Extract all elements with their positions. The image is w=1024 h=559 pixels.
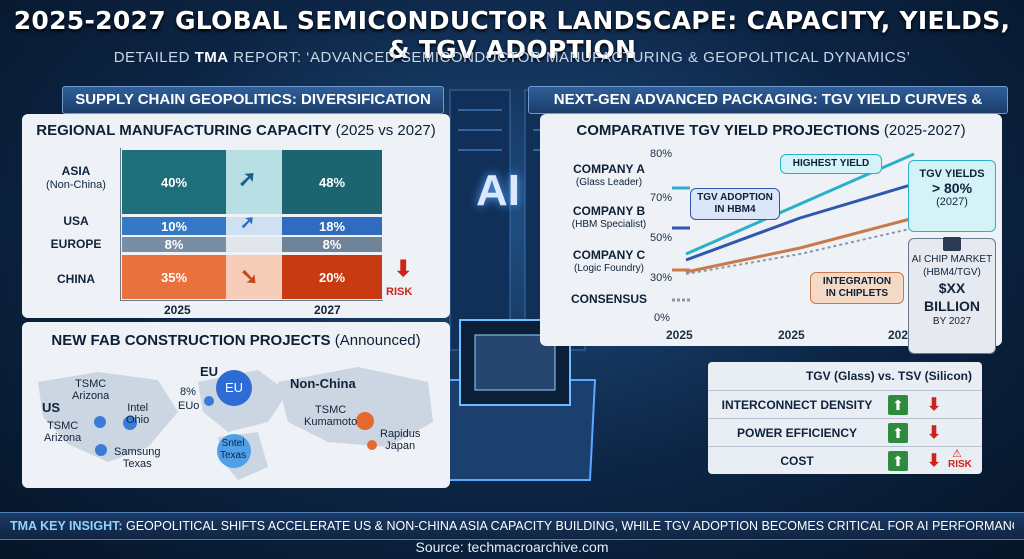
table-header: TGV (Glass) vs. TSV (Silicon) — [805, 369, 972, 383]
label-samsung-texas: Samsung Texas — [114, 446, 161, 470]
key-insight-text: GEOPOLITICAL SHIFTS ACCELERATE US & NON-… — [122, 519, 1014, 533]
label-tsmc-arizona-top: TSMC Arizona — [72, 378, 110, 402]
label-tsmc-arizona: TSMC Arizona — [44, 420, 82, 444]
down-arrow-icon: ⬇ — [926, 451, 942, 470]
y-tick: 0% — [654, 312, 670, 324]
cell-europe-2025: 8% — [122, 237, 226, 252]
label-tsmc-kumamoto: TSMC Kumamoto — [304, 404, 358, 428]
cell-usa-2027: 18% — [282, 217, 382, 235]
tsmc-kumamoto-marker — [356, 412, 374, 430]
year-2025-label: 2025 — [164, 303, 191, 317]
fab-card: NEW FAB CONSTRUCTION PROJECTS (Announced… — [22, 322, 450, 488]
risk-label: RISK — [948, 459, 972, 470]
callout-tgv-adoption: TGV ADOPTION IN HBM4 — [690, 188, 780, 220]
table-row: COST ⬆ ⬇ ⚠ RISK — [708, 446, 982, 475]
tsmc-arizona-marker — [94, 416, 106, 428]
left-panel-header: SUPPLY CHAIN GEOPOLITICS: DIVERSIFICATIO… — [62, 86, 444, 134]
series-line-consensus — [685, 227, 915, 275]
warning-icon: ⚠ — [952, 448, 962, 460]
yield-card: COMPARATIVE TGV YIELD PROJECTIONS (2025-… — [540, 114, 1002, 354]
down-trend-arrow-icon: ➘ — [240, 264, 259, 289]
label-eu: EU — [200, 364, 219, 379]
eu-marker — [204, 396, 214, 406]
market-box: AI CHIP MARKET (HBM4/TGV) $XX BILLION BY… — [908, 237, 996, 354]
page-title: 2025-2027 GLOBAL SEMICONDUCTOR LANDSCAPE… — [13, 6, 1011, 64]
cell-china-2025: 35% — [122, 255, 226, 299]
row-label-europe: EUROPE — [50, 237, 102, 251]
cell-europe-2027: 8% — [282, 237, 382, 252]
down-arrow-icon: ⬇ — [926, 423, 942, 442]
tgv-yields-box: TGV YIELDS > 80% (2027) — [908, 160, 996, 232]
arrow-cell-china — [226, 255, 282, 299]
year-2027-label: 2027 — [314, 303, 341, 317]
row-label-china: CHINA — [57, 272, 95, 286]
yield-title: COMPARATIVE TGV YIELD PROJECTIONS (2025-… — [576, 122, 966, 139]
down-arrow-icon: ⬇ — [926, 395, 942, 414]
intel-ohio-marker — [123, 416, 137, 430]
table-row: POWER EFFICIENCY ⬆ ⬇ — [708, 418, 982, 447]
cell-asia-2027: 48% — [282, 150, 382, 214]
callout-integration: INTEGRATION IN CHIPLETS — [810, 272, 904, 304]
label-intel-ohio: Intel Ohio — [126, 402, 150, 426]
y-tick: 80% — [650, 148, 673, 160]
cell-asia-2025: 40% — [122, 150, 226, 214]
key-insight-label: TMA KEY INSIGHT: — [10, 519, 123, 533]
capacity-grid — [120, 148, 383, 301]
up-arrow-icon: ⬆ — [888, 451, 908, 471]
arrow-cell-usa — [226, 217, 282, 235]
series-line-company-c — [685, 216, 915, 274]
arrow-cell-asia — [226, 150, 282, 214]
series-line-company-b — [685, 182, 915, 262]
up-trend-arrow-icon: ➚ — [238, 166, 257, 191]
arrow-cell-europe — [226, 237, 282, 252]
row-label: INTERCONNECT DENSITY — [721, 398, 873, 412]
label-sntel-texas: Sntel Texas — [220, 438, 247, 461]
capacity-title: REGIONAL MANUFACTURING CAPACITY (2025 vs… — [36, 122, 436, 139]
y-tick: 30% — [650, 272, 673, 284]
risk-down-arrow-icon: ⬇ — [394, 256, 413, 281]
row-label-asia: ASIA (Non-China) — [46, 164, 106, 191]
company-c-label: COMPANY C (Logic Foundry) — [572, 248, 646, 274]
label-us: US — [42, 400, 61, 415]
samsung-texas-marker — [95, 444, 107, 456]
company-a-label: COMPANY A (Glass Leader) — [573, 162, 645, 188]
row-label: COST — [780, 454, 814, 468]
row-label: POWER EFFICIENCY — [736, 426, 857, 440]
cell-china-2027: 20% — [282, 255, 382, 299]
key-insight-bar: TMA KEY INSIGHT: GEOPOLITICAL SHIFTS ACC… — [0, 512, 1024, 540]
ai-label: AI — [476, 166, 520, 215]
label-non-china: Non-China — [290, 376, 356, 391]
y-tick: 70% — [650, 192, 673, 204]
label-eu-pct: 8% — [180, 386, 196, 398]
table-row: INTERCONNECT DENSITY ⬆ ⬇ — [708, 390, 982, 419]
eu-circle: EU — [216, 370, 252, 406]
right-panel-header: NEXT-GEN ADVANCED PACKAGING: TGV YIELD C… — [528, 86, 1008, 134]
up-arrow-icon: ⬆ — [888, 423, 908, 443]
row-label-usa: USA — [63, 214, 89, 228]
x-tick: 2025 — [778, 328, 805, 342]
tgv-tsv-table: TGV (Glass) vs. TSV (Silicon) INTERCONNE… — [708, 362, 982, 474]
label-eu-sub: EUo — [178, 400, 200, 412]
sntel-texas-marker — [217, 434, 251, 468]
x-tick: 2025 — [666, 328, 693, 342]
page-subtitle: DETAILED TMA REPORT: ‘ADVANCED SEMICONDU… — [113, 49, 911, 66]
up-arrow-icon: ⬆ — [888, 395, 908, 415]
cell-usa-2025: 10% — [122, 217, 226, 235]
company-b-label: COMPANY B (HBM Specialist) — [571, 204, 647, 230]
y-tick: 50% — [650, 232, 673, 244]
fab-title: NEW FAB CONSTRUCTION PROJECTS (Announced… — [51, 332, 421, 349]
capacity-card: REGIONAL MANUFACTURING CAPACITY (2025 vs… — [22, 114, 450, 318]
chip-icon — [943, 237, 961, 251]
rapidus-marker — [367, 440, 377, 450]
callout-highest-yield: HIGHEST YIELD — [780, 154, 882, 174]
consensus-label: CONSENSUS — [570, 292, 647, 306]
source-text: Source: techmacroarchive.com — [415, 539, 609, 555]
up-trend-arrow-icon: ➚ — [240, 212, 256, 232]
label-rapidus-japan: Rapidus Japan — [380, 428, 421, 452]
risk-label: RISK — [386, 286, 413, 298]
